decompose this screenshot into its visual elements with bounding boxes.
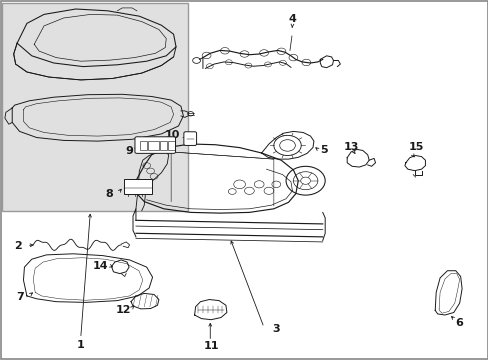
FancyBboxPatch shape: [135, 137, 175, 153]
Text: 12: 12: [115, 305, 131, 315]
Bar: [140, 141, 146, 150]
Text: 3: 3: [272, 324, 280, 334]
Bar: [160, 141, 166, 150]
Text: 8: 8: [105, 189, 113, 199]
Text: 14: 14: [93, 261, 108, 271]
Bar: [148, 141, 159, 150]
Text: 1: 1: [77, 340, 84, 350]
Text: 11: 11: [203, 341, 219, 351]
Bar: [2, 3, 188, 211]
Text: 2: 2: [14, 240, 22, 251]
FancyBboxPatch shape: [183, 132, 196, 145]
Text: 15: 15: [407, 142, 423, 152]
Text: 5: 5: [320, 145, 327, 156]
Text: 4: 4: [288, 14, 296, 24]
Bar: [123, 179, 152, 194]
Text: 9: 9: [125, 146, 133, 156]
Text: 7: 7: [17, 292, 24, 302]
Text: 13: 13: [343, 142, 358, 152]
Bar: [168, 141, 175, 150]
Text: 6: 6: [455, 318, 463, 328]
Text: 10: 10: [164, 130, 180, 140]
